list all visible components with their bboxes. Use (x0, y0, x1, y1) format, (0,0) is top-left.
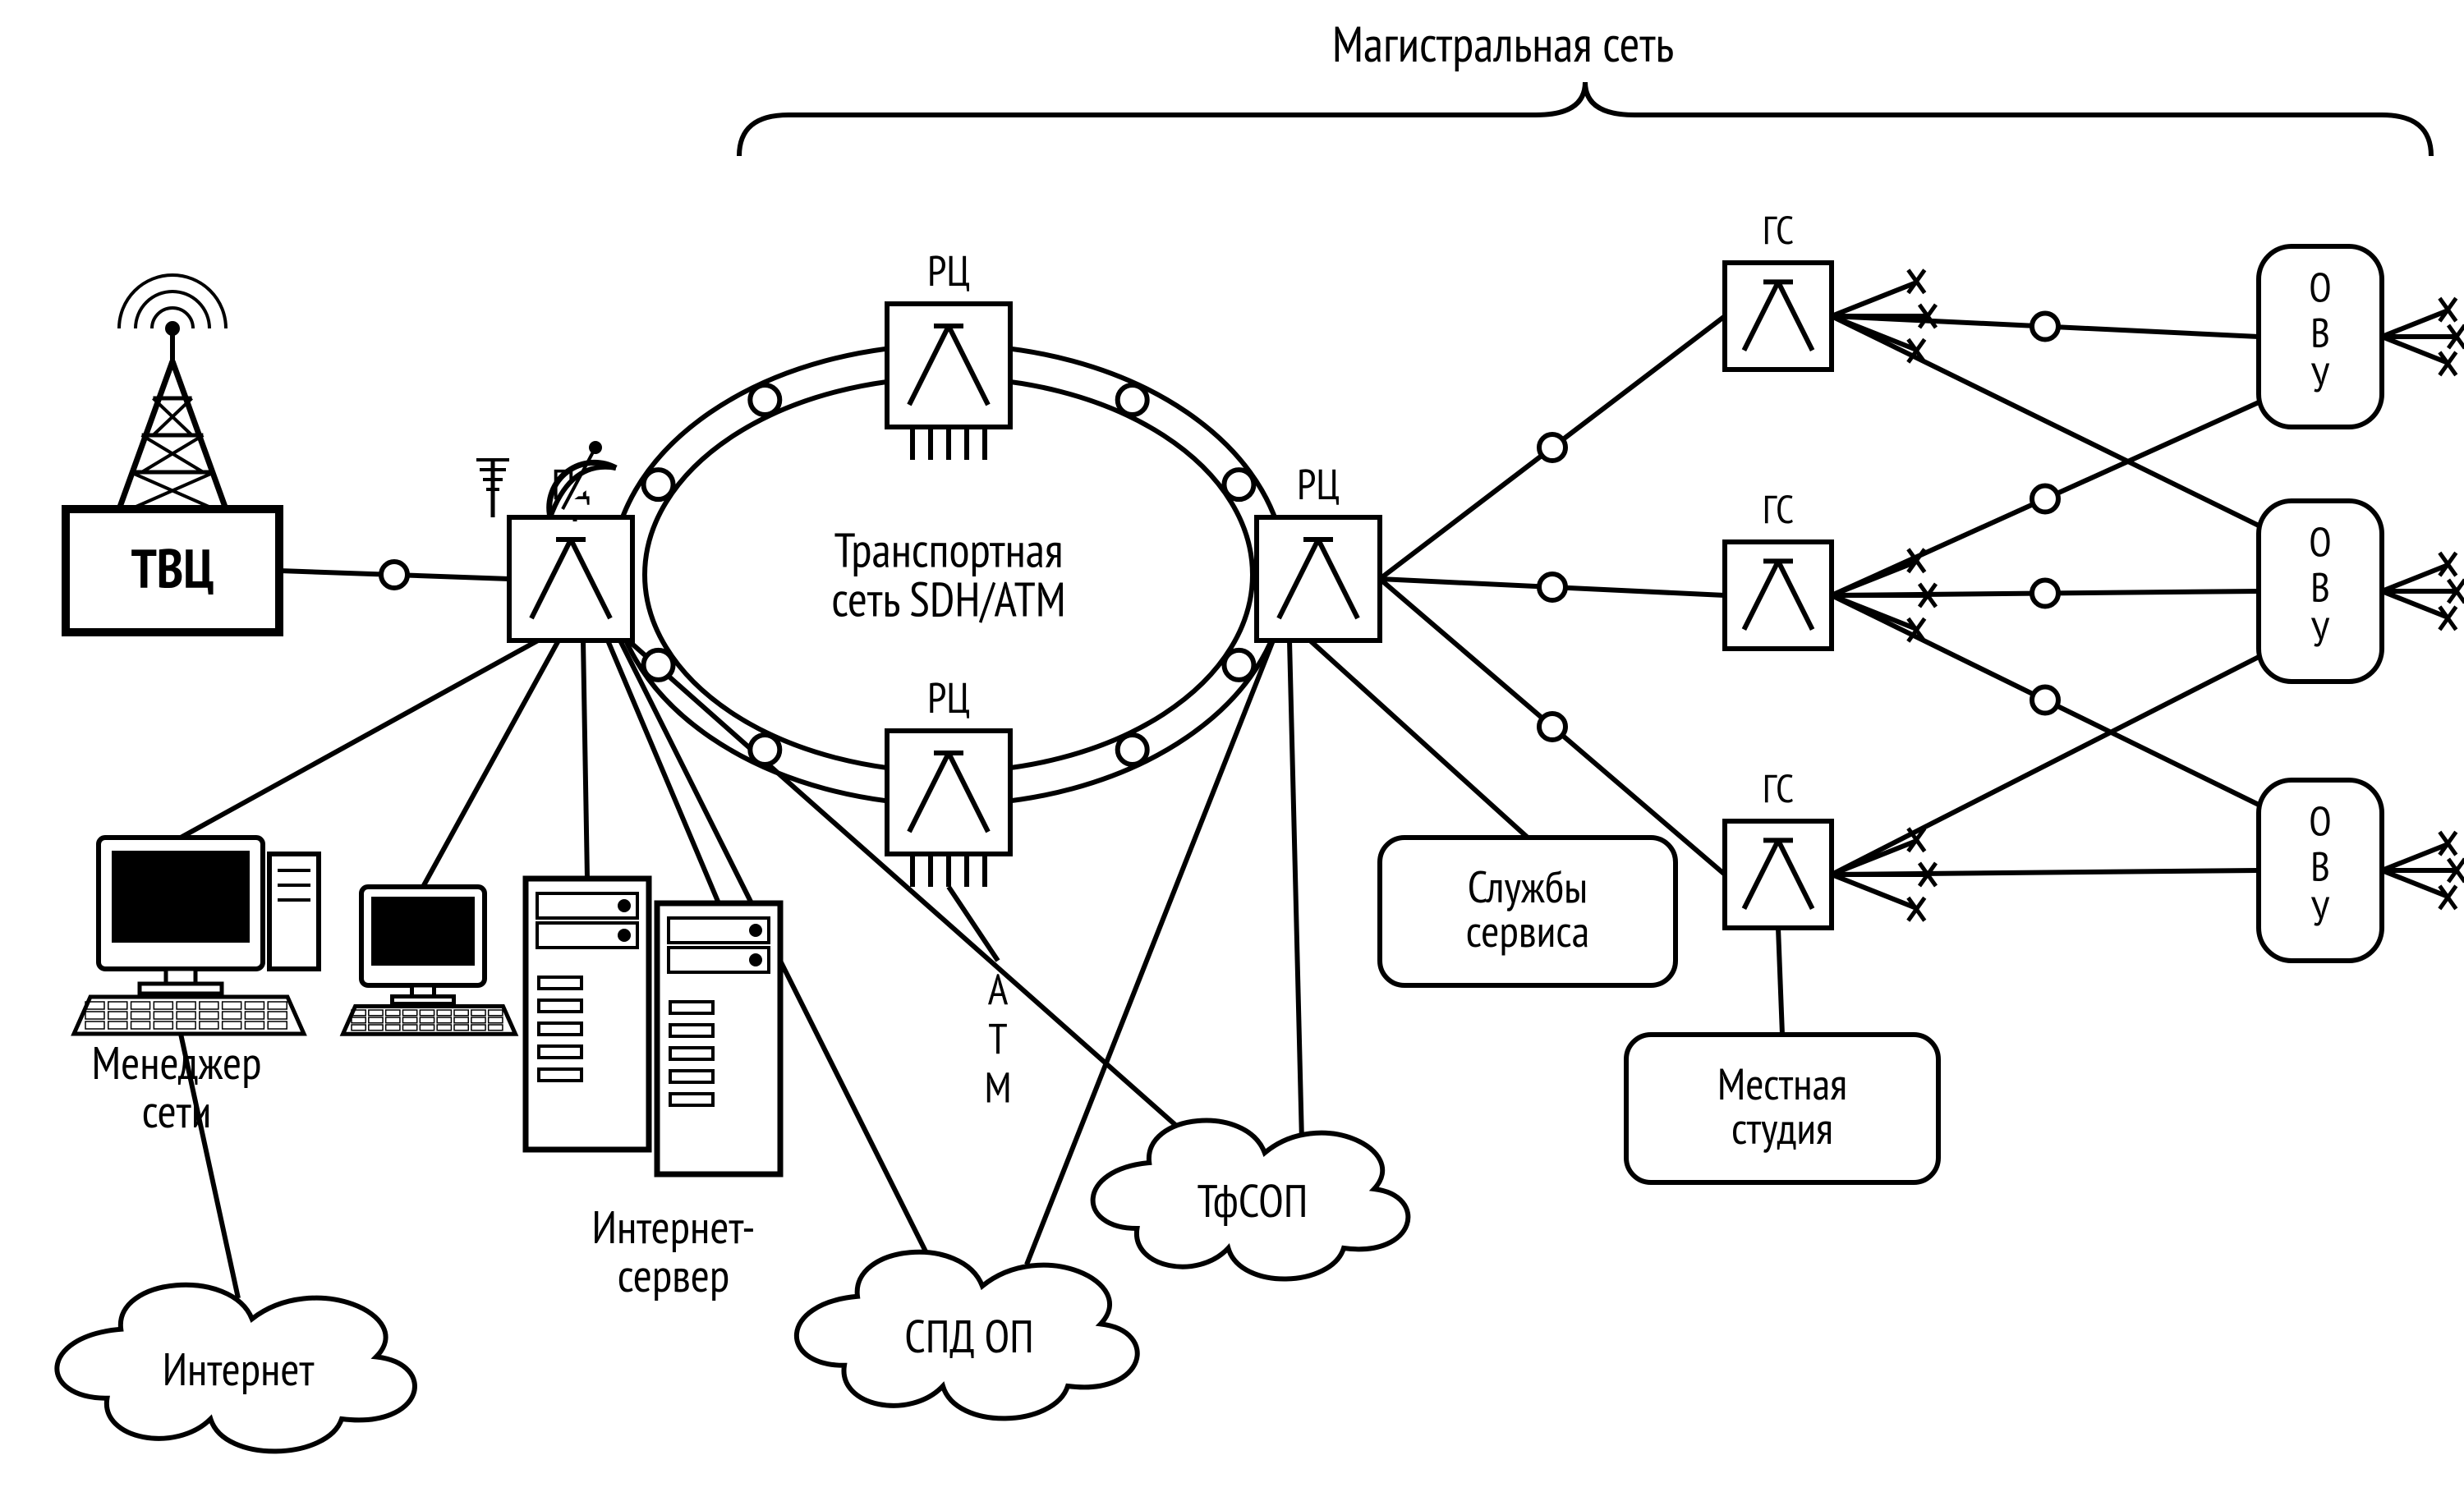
manager_pc (74, 838, 319, 1034)
svg-text:ТВЦ: ТВЦ (131, 534, 214, 604)
svg-text:А: А (988, 962, 1009, 1017)
services: Службысервиса (1380, 838, 1676, 985)
svg-text:Т: Т (988, 1011, 1007, 1066)
svg-text:ТфСОП: ТфСОП (1198, 1171, 1308, 1230)
svg-text:У: У (2311, 351, 2330, 404)
server2 (657, 903, 780, 1174)
rc_top-label: РЦ (927, 243, 970, 298)
svg-text:сервиса: сервиса (1466, 902, 1589, 959)
svg-text:сервер: сервер (618, 1246, 730, 1305)
rc_bot-label: РЦ (927, 670, 970, 725)
svg-text:Интернет: Интернет (163, 1339, 315, 1398)
gs_bot-label: ГС (1763, 763, 1794, 814)
svg-text:У: У (2311, 605, 2330, 659)
gs_top-label: ГС (1763, 204, 1794, 255)
rc_right-label: РЦ (1297, 457, 1340, 512)
svg-text:сеть SDH/ATM: сеть SDH/ATM (831, 569, 1065, 631)
title: Магистральная сеть (1332, 11, 1674, 76)
gs_mid-label: ГС (1763, 484, 1794, 535)
studio: Местнаястудия (1626, 1035, 1938, 1182)
svg-text:СПД ОП: СПД ОП (904, 1306, 1034, 1366)
server1 (526, 879, 649, 1150)
svg-text:У: У (2311, 884, 2330, 938)
svg-text:студия: студия (1731, 1099, 1833, 1156)
svg-text:сети: сети (142, 1081, 212, 1141)
svg-text:М: М (984, 1060, 1011, 1115)
